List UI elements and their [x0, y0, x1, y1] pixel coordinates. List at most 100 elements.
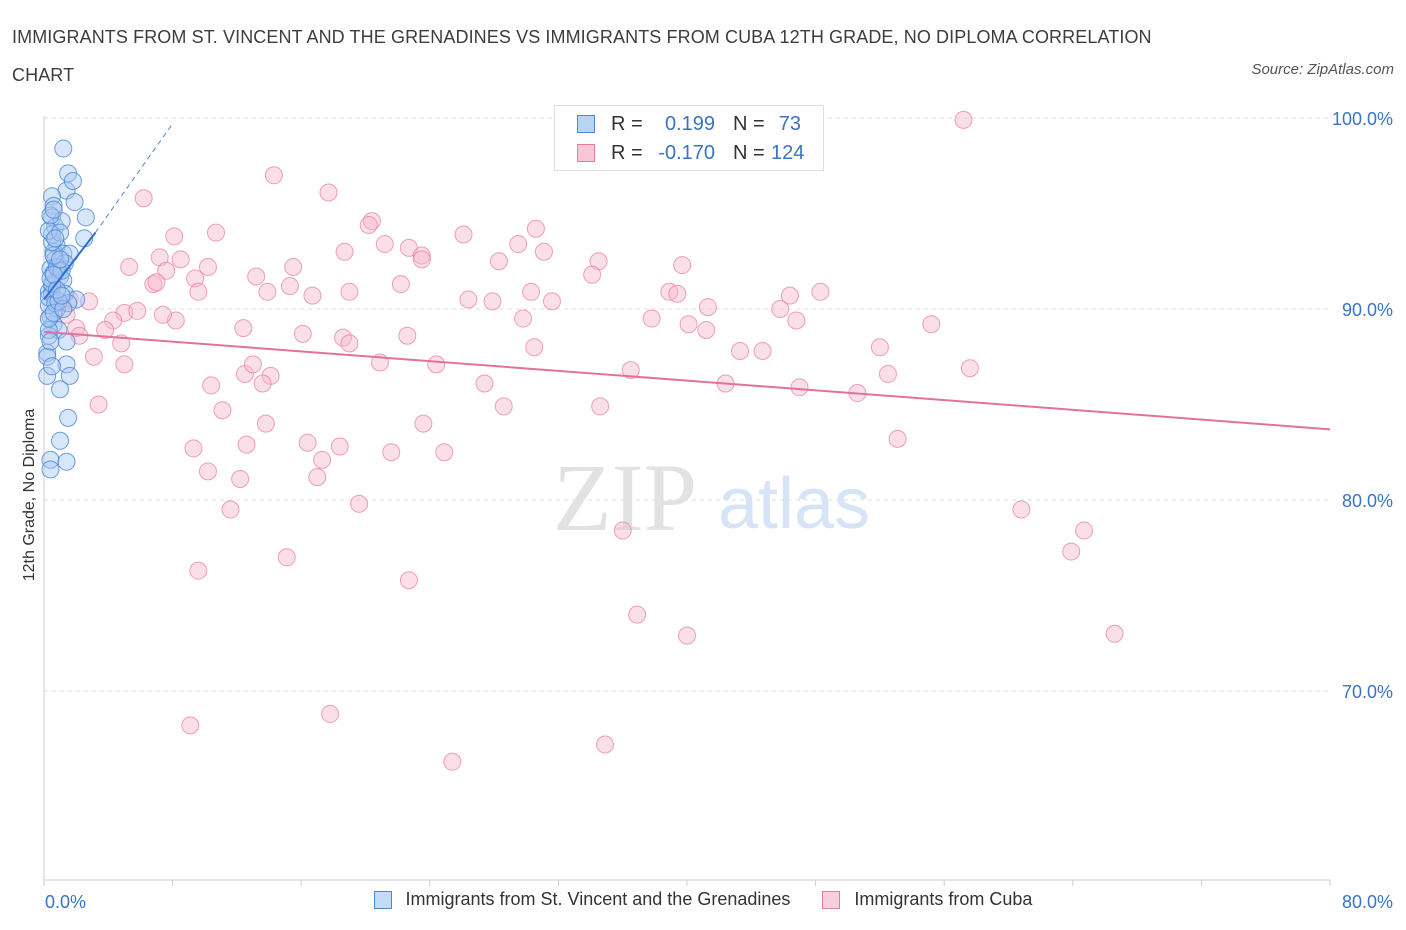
- st-vincent-point: [43, 187, 62, 206]
- cuba-point: [134, 189, 153, 208]
- swatch-pink: [577, 144, 595, 162]
- st-vincent-point: [39, 309, 58, 328]
- cuba-point: [184, 439, 203, 458]
- y-tick-label: 80.0%: [1342, 491, 1393, 511]
- cuba-point: [678, 626, 696, 645]
- st-vincent-point: [60, 366, 79, 385]
- cuba-point: [414, 414, 433, 433]
- r-value: -0.170: [658, 141, 715, 164]
- cuba-point: [202, 376, 221, 395]
- cuba-point: [698, 298, 717, 317]
- cuba-point: [340, 282, 359, 301]
- cuba-point: [811, 282, 830, 301]
- cuba-point: [359, 215, 378, 234]
- cuba-point: [115, 355, 134, 374]
- cuba-point: [542, 292, 561, 311]
- cuba-point: [96, 321, 115, 340]
- cuba-point: [642, 309, 661, 328]
- cuba-point: [435, 443, 454, 462]
- cuba-point: [198, 462, 217, 481]
- st-vincent-point: [44, 200, 63, 219]
- legend-swatch-blue: [373, 890, 392, 909]
- cuba-point: [391, 275, 410, 294]
- st-vincent-point: [51, 380, 70, 399]
- y-axis-label: 12th Grade, No Diploma: [21, 408, 38, 582]
- series-st-vincent: [38, 139, 95, 479]
- cuba-point: [494, 397, 513, 416]
- st-vincent-point: [63, 172, 82, 191]
- legend-label-st-vincent: Immigrants from St. Vincent and the Gren…: [405, 889, 791, 909]
- st-vincent-point: [51, 250, 70, 269]
- cuba-point: [144, 275, 163, 294]
- trend-line-st-vincent: [43, 231, 97, 301]
- st-vincent-point: [57, 355, 76, 374]
- cuba-point: [231, 469, 250, 488]
- cuba-point: [1075, 521, 1094, 540]
- cuba-point: [120, 257, 139, 276]
- cuba-point: [128, 301, 147, 320]
- st-vincent-point: [41, 450, 60, 469]
- cuba-point: [171, 250, 190, 269]
- cuba-point: [878, 364, 897, 383]
- cuba-point: [256, 414, 275, 433]
- y-tick-label: 70.0%: [1342, 682, 1393, 702]
- cuba-point: [697, 321, 716, 340]
- series-legend: Immigrants from St. Vincent and the Gren…: [0, 889, 1406, 910]
- st-vincent-point: [46, 229, 65, 248]
- trend-line-cuba: [43, 330, 1331, 431]
- cuba-point: [165, 227, 184, 246]
- cuba-point: [489, 252, 508, 271]
- cuba-point: [350, 494, 369, 513]
- cuba-point: [157, 261, 176, 280]
- cuba-point: [340, 334, 359, 353]
- cuba-point: [382, 443, 401, 462]
- cuba-point: [298, 433, 317, 452]
- cuba-point: [221, 500, 240, 519]
- cuba-point: [189, 561, 208, 580]
- st-vincent-point: [57, 452, 76, 471]
- cuba-point: [147, 273, 166, 292]
- cuba-point: [668, 284, 687, 303]
- cuba-point: [509, 235, 528, 254]
- cuba-point: [454, 225, 473, 244]
- cuba-point: [771, 300, 790, 318]
- chart-title: IMMIGRANTS FROM ST. VINCENT AND THE GREN…: [12, 27, 1152, 85]
- n-value: 124: [771, 141, 805, 164]
- cuba-point: [398, 326, 417, 345]
- cuba-point: [514, 309, 533, 328]
- cuba-point: [264, 166, 283, 185]
- st-vincent-point: [43, 357, 62, 376]
- cuba-point: [679, 315, 698, 334]
- cuba-point: [591, 397, 610, 416]
- cuba-point: [483, 292, 502, 311]
- st-vincent-point: [54, 300, 73, 318]
- cuba-point: [1062, 542, 1081, 561]
- y-tick-label: 90.0%: [1342, 300, 1393, 320]
- cuba-point: [731, 342, 750, 361]
- legend-swatch-pink: [822, 890, 841, 909]
- cuba-point: [112, 334, 131, 353]
- st-vincent-point: [39, 221, 58, 240]
- cuba-point: [313, 450, 332, 469]
- st-vincent-point: [44, 303, 63, 322]
- cuba-point: [753, 342, 772, 361]
- legend-item-st-vincent: Immigrants from St. Vincent and the Gren…: [373, 889, 791, 910]
- cuba-point: [243, 355, 262, 374]
- source-label: Source: ZipAtlas.com: [1251, 61, 1394, 78]
- cuba-point: [954, 110, 973, 129]
- grid-lines: [44, 117, 1330, 692]
- watermark-zip: ZIP: [553, 444, 697, 551]
- cuba-point: [277, 548, 296, 567]
- cuba-point: [628, 605, 647, 624]
- cuba-point: [335, 242, 354, 261]
- r-label: R =: [611, 112, 643, 135]
- r-label: R =: [611, 141, 643, 164]
- stats-row-cuba: R = -0.170 N = 124: [577, 138, 805, 168]
- swatch-blue: [577, 115, 595, 133]
- trend-extension-st-vincent: [95, 123, 174, 233]
- st-vincent-point: [38, 366, 57, 385]
- cuba-point: [247, 267, 266, 286]
- r-value: 0.199: [664, 112, 715, 135]
- st-vincent-point: [52, 286, 71, 305]
